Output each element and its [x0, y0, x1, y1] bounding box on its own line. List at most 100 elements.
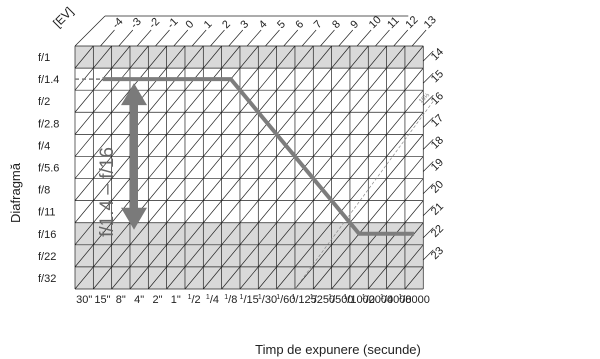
ev-side-tick-line	[423, 249, 434, 261]
ev-tick-label: -2	[147, 16, 162, 31]
ev-scale: -4 -3 -2 -1 0 1 2 3 4 5 6 7 8 9 10 11 12 1314151617181920…	[74, 14, 446, 290]
ev-tick-label: 10	[367, 14, 384, 31]
y-tick-label: f/32	[38, 273, 56, 285]
y-tick-label: f/2	[38, 96, 50, 108]
y-tick-label: f/1	[38, 52, 50, 64]
x-tick-label: 1/4000	[380, 294, 411, 306]
ev-diagonal	[74, 45, 259, 268]
ev-side-tick-label: 18	[429, 134, 446, 151]
x-tick-label: 1/2	[188, 294, 201, 306]
program-line	[102, 77, 415, 236]
ev-frame-left	[74, 15, 106, 47]
x-tick-label: 1/8	[224, 294, 237, 306]
ev-side-tick-line	[423, 205, 434, 216]
ev-side-tick-label: 22	[429, 223, 446, 240]
ev-diagonal	[74, 45, 149, 135]
y-axis-ticks: f/1 f/1.4 f/2 f/2.8 f/4 f/5.6 f/8 f/11 f/16 f/22 f…	[38, 52, 59, 285]
ev-tick-line	[246, 29, 262, 47]
ev-side-tick-label: 21	[429, 201, 446, 218]
ev-tick-line	[283, 29, 299, 47]
ev-tick-line	[191, 29, 207, 47]
y-tick-label: f/22	[38, 251, 56, 263]
ev-side-tick-label: 19	[429, 156, 446, 173]
x-tick-label: 4"	[134, 294, 144, 306]
ev-tick-line	[155, 29, 170, 47]
ev-diagonal	[221, 45, 424, 290]
x-tick-label: 8"	[116, 294, 126, 306]
x-tick-label: 1/30	[258, 294, 277, 306]
ev-tick-line	[320, 29, 335, 47]
ev-tick-line	[136, 29, 152, 47]
ev-diagonal	[349, 200, 424, 290]
ev-diagonal	[239, 67, 424, 290]
arrow-shaft	[130, 101, 138, 212]
ev-side-tick-label: 17	[429, 112, 446, 129]
x-axis-ticks: 30" 15" 8" 4" 2" 1" 1/2 1/4 1/8 1/15 1/30 1/601/125…	[76, 294, 430, 306]
ev-tick-line	[265, 29, 280, 47]
arrow-head-top	[121, 83, 147, 106]
ev-tick-label: 5	[275, 18, 288, 31]
y-tick-label: f/2.8	[38, 118, 59, 130]
ev-axis-label: [EV]	[50, 4, 76, 30]
ev-side-tick-label: 20	[429, 179, 446, 196]
ev-side-tick-line	[423, 227, 434, 239]
ev-diagonal	[404, 266, 424, 290]
ev-side-tick-line	[423, 139, 434, 150]
ev-tick-label: 13	[422, 14, 439, 31]
ev-diagonal	[111, 45, 314, 290]
ev-tick-line	[100, 29, 115, 47]
ev-diagonal	[166, 45, 369, 290]
ev-tick-line	[338, 29, 354, 47]
ev-side-tick-label: 23	[429, 245, 446, 262]
x-tick-label: 1/2000	[362, 294, 393, 306]
ev-side-tick-line	[423, 183, 434, 194]
x-tick-label: 1"	[171, 294, 181, 306]
ev-diagonal	[258, 89, 424, 290]
ev-diagonal	[148, 45, 351, 290]
ev-dashed-line	[294, 101, 434, 290]
ev-diagonal	[74, 45, 222, 223]
arrow-head-bottom	[121, 207, 147, 230]
x-tick-label: 1/500	[328, 294, 353, 306]
x-tick-label: 1/8000	[398, 294, 429, 306]
ev-tick-label: 9	[348, 18, 361, 31]
ev-diagonal	[93, 45, 296, 290]
x-tick-label: 1/15	[240, 294, 259, 306]
x-tick-label: 1/1000	[343, 294, 374, 306]
ev-diagonal	[74, 45, 94, 69]
ev-tick-line	[301, 29, 317, 47]
ev-tick-label: 11	[385, 15, 402, 32]
program-line-layer	[75, 77, 415, 236]
ev-tick-label: 7	[312, 18, 325, 31]
ev-tick-line	[228, 29, 244, 47]
x-tick-label: 1/60	[276, 294, 295, 306]
x-axis-title: Timp de expunere (secunde)	[255, 342, 421, 357]
ev-side-tick-label: 15	[429, 68, 446, 85]
ev-diagonal	[184, 45, 387, 290]
ev-diagonal	[74, 45, 204, 201]
ev-diagonal	[74, 45, 167, 157]
ev-tick-line	[375, 29, 390, 47]
ev-side-tick-line	[423, 94, 434, 106]
aperture-range-arrow	[121, 83, 147, 230]
x-tick-label: 1/4	[206, 294, 219, 306]
x-tick-label: 2"	[152, 294, 162, 306]
aperture-range-label: f/1.4 – f/16	[97, 147, 118, 237]
ev-tick-label: 1	[202, 18, 215, 31]
ev-tick-label: 8	[330, 18, 343, 31]
ev-tick-line	[173, 29, 189, 47]
x-tick-label: 1/125	[291, 294, 316, 306]
ev-side-tick-line	[423, 50, 434, 62]
x-tick-label: 1/250	[310, 294, 335, 306]
ev-tick-line	[393, 29, 409, 47]
ev-side-tick-label: 16	[429, 90, 446, 107]
x-tick-label: 30"	[76, 294, 92, 306]
ev-tick-line	[411, 29, 427, 47]
ev-diagonal	[313, 156, 424, 290]
ev-diagonal	[294, 134, 424, 290]
ev-side-tick-label: 14	[429, 46, 446, 63]
ev-tick-label: -1	[165, 16, 180, 31]
y-tick-label: f/8	[38, 185, 50, 197]
y-tick-label: f/5.6	[38, 163, 59, 175]
